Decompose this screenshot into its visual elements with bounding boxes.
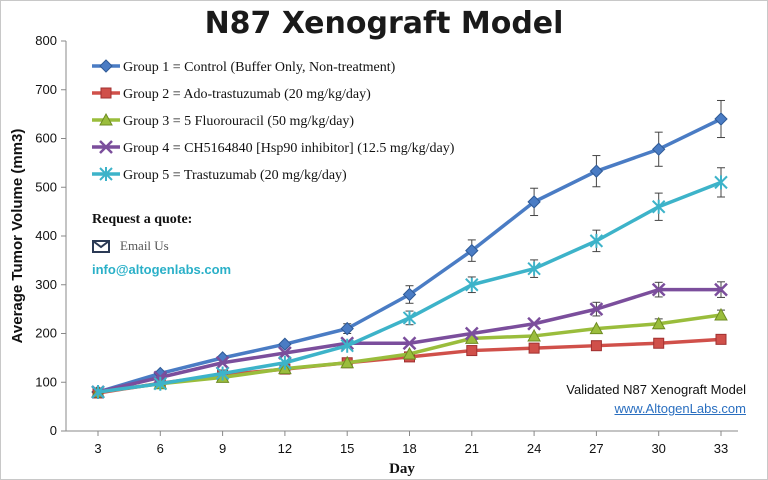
data-point-group-5 bbox=[153, 376, 168, 391]
y-tick-label: 800 bbox=[35, 33, 57, 48]
data-point-group-1 bbox=[278, 337, 292, 351]
data-point-group-3 bbox=[527, 328, 541, 342]
data-point-group-5 bbox=[465, 277, 479, 292]
data-point-group-2 bbox=[715, 333, 727, 345]
data-point-group-5 bbox=[340, 338, 354, 353]
x-tick-label: 12 bbox=[278, 441, 292, 456]
y-tick-label: 300 bbox=[35, 277, 57, 292]
legend-label-group-4: Group 4 = CH5164840 [Hsp90 inhibitor] (1… bbox=[123, 141, 455, 156]
y-axis-label: Average Tumor Volume (mm3) bbox=[9, 129, 26, 344]
data-point-group-2 bbox=[528, 342, 540, 354]
website-link[interactable]: www.AltogenLabs.com bbox=[614, 401, 746, 416]
data-point-group-2 bbox=[466, 345, 478, 357]
x-tick-label: 15 bbox=[340, 441, 354, 456]
data-point-group-3 bbox=[402, 346, 417, 360]
chart-title: N87 Xenograft Model bbox=[204, 6, 564, 41]
x-tick-label: 30 bbox=[651, 441, 665, 456]
data-point-group-5 bbox=[589, 233, 604, 248]
x-axis-label: Day bbox=[389, 461, 415, 477]
data-point-group-4 bbox=[589, 302, 604, 317]
x-tick-label: 6 bbox=[157, 441, 164, 456]
legend-label-group-1: Group 1 = Control (Buffer Only, Non-trea… bbox=[123, 60, 396, 75]
legend-label-group-5: Group 5 = Trastuzumab (20 mg/kg/day) bbox=[123, 168, 347, 183]
credit-caption: Validated N87 Xenograft Model bbox=[566, 382, 746, 397]
data-point-group-1 bbox=[527, 195, 541, 209]
data-point-group-3 bbox=[589, 321, 604, 335]
legend-marker-group-4 bbox=[99, 140, 113, 154]
y-tick-label: 700 bbox=[35, 82, 57, 97]
y-tick-label: 0 bbox=[50, 423, 57, 438]
data-point-group-1 bbox=[402, 287, 417, 302]
y-tick-label: 400 bbox=[35, 228, 57, 243]
y-tick-label: 500 bbox=[35, 179, 57, 194]
legend-marker-group-1 bbox=[99, 59, 113, 73]
credit-block: Validated N87 Xenograft Model www.Altoge… bbox=[566, 380, 746, 418]
data-point-group-3 bbox=[714, 307, 728, 321]
legend-label-group-2: Group 2 = Ado-trastuzumab (20 mg/kg/day) bbox=[123, 87, 371, 102]
data-point-group-4 bbox=[215, 355, 230, 370]
legend-label-group-3: Group 3 = 5 Fluorouracil (50 mg/kg/day) bbox=[123, 114, 354, 129]
x-tick-label: 9 bbox=[219, 441, 226, 456]
legend-marker-group-2 bbox=[100, 87, 112, 99]
data-point-group-4 bbox=[714, 282, 728, 297]
data-point-group-4 bbox=[527, 316, 541, 331]
legend-marker-group-3 bbox=[99, 112, 113, 126]
data-point-group-2 bbox=[653, 337, 665, 349]
x-tick-label: 21 bbox=[465, 441, 479, 456]
request-quote-heading: Request a quote: bbox=[92, 212, 193, 227]
data-point-group-4 bbox=[402, 336, 417, 351]
data-point-group-1 bbox=[589, 164, 604, 178]
data-point-group-5 bbox=[714, 175, 728, 190]
data-point-group-1 bbox=[651, 142, 666, 156]
data-point-group-5 bbox=[91, 385, 105, 399]
email-address-link[interactable]: info@altogenlabs.com bbox=[92, 262, 232, 277]
x-tick-label: 24 bbox=[527, 441, 541, 456]
data-point-group-2 bbox=[590, 340, 602, 352]
data-point-group-5 bbox=[402, 310, 417, 325]
y-tick-label: 100 bbox=[35, 374, 57, 389]
x-tick-label: 27 bbox=[589, 441, 603, 456]
series-line-group-4 bbox=[97, 287, 721, 394]
x-tick-label: 33 bbox=[714, 441, 728, 456]
data-point-group-5 bbox=[278, 355, 292, 370]
x-tick-label: 18 bbox=[402, 441, 416, 456]
data-point-group-3 bbox=[340, 355, 355, 369]
data-point-group-5 bbox=[527, 261, 541, 276]
data-point-group-5 bbox=[215, 366, 230, 381]
data-point-group-5 bbox=[651, 199, 666, 214]
y-tick-label: 600 bbox=[35, 131, 57, 146]
data-point-group-3 bbox=[651, 316, 666, 330]
email-us-label: Email Us bbox=[120, 238, 169, 253]
y-tick-label: 200 bbox=[35, 326, 57, 341]
data-point-group-1 bbox=[465, 243, 479, 258]
envelope-icon bbox=[92, 239, 110, 253]
data-point-group-1 bbox=[340, 321, 354, 336]
data-point-group-1 bbox=[714, 112, 728, 126]
legend-marker-group-5 bbox=[99, 167, 113, 181]
data-point-group-4 bbox=[651, 282, 666, 297]
data-point-group-4 bbox=[464, 326, 479, 341]
email-us-link[interactable]: Email Us bbox=[92, 238, 169, 254]
data-point-group-4 bbox=[278, 346, 292, 360]
x-tick-label: 3 bbox=[94, 441, 101, 456]
